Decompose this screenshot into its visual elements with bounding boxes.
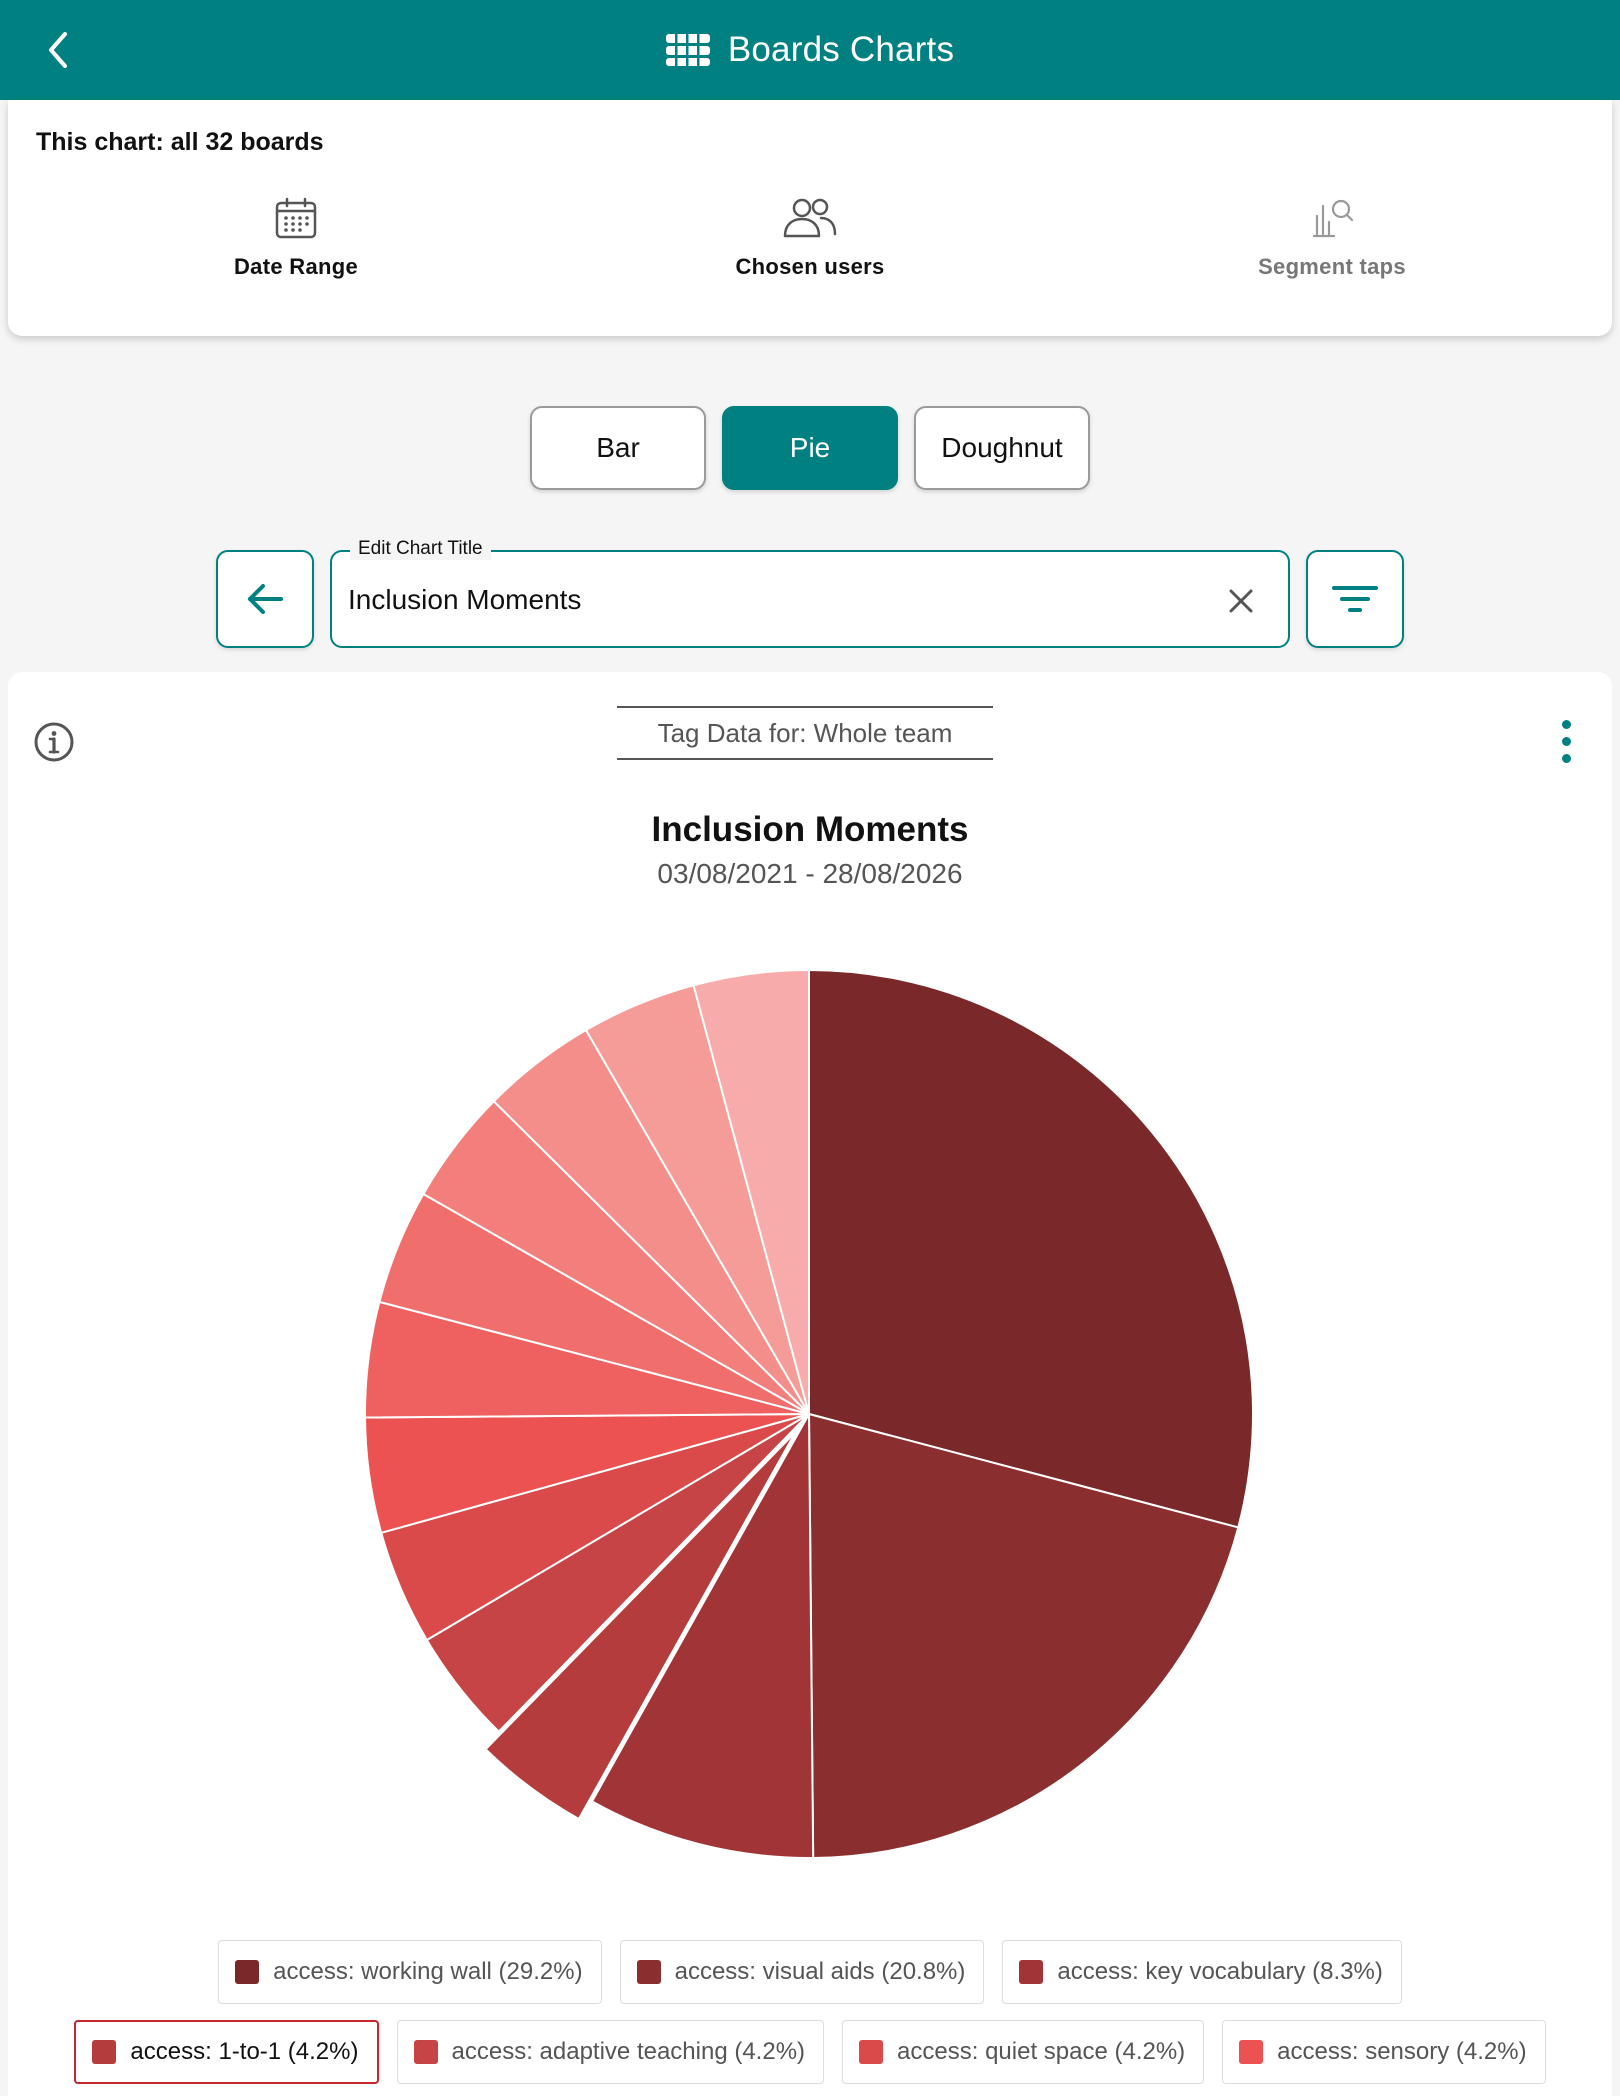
pie-slice[interactable] [808,968,1254,1529]
legend-swatch [413,2040,438,2064]
header-title-group: Boards Charts [0,0,1620,100]
legend-label: access: sensory (4.2%) [1277,2038,1527,2065]
doughnut-chart-button[interactable]: Doughnut [914,406,1090,490]
more-vertical-icon [1561,736,1571,746]
legend-label: access: 1-to-1 (4.2%) [130,2038,359,2065]
more-options-button[interactable] [1546,708,1586,774]
chart-type-selector: Bar Pie Doughnut [0,406,1620,490]
pie-chart-button[interactable]: Pie [722,406,898,490]
filter-button[interactable] [1306,550,1404,648]
legend-row: access: 1-to-1 (4.2%) access: adaptive te… [0,2020,1620,2084]
chosen-users-label: Chosen users [735,254,885,279]
segment-taps-button[interactable]: Segment taps [1182,196,1482,280]
legend-item[interactable]: access: visual aids (20.8%) [619,1940,985,2004]
chart-title-field-label: Edit Chart Title [350,538,491,560]
calendar-icon [275,197,317,239]
chart-title-input[interactable] [348,574,1208,626]
chevron-left-icon [49,32,67,68]
legend-swatch [92,2040,117,2064]
legend-item[interactable]: access: key vocabulary (8.3%) [1002,1940,1402,2004]
previous-chart-button[interactable] [216,550,314,648]
legend-item[interactable]: access: adaptive teaching (4.2%) [396,2020,825,2084]
info-icon [34,722,74,762]
close-icon [1229,589,1253,613]
legend-swatch [1239,2040,1264,2064]
legend-item[interactable]: access: 1-to-1 (4.2%) [74,2020,379,2084]
date-range-label: Date Range [233,254,359,279]
chart-filter-card: This chart: all 32 boards Date Range Cho… [8,100,1612,336]
page-title: Boards Charts [727,30,955,69]
legend-item[interactable]: access: working wall (29.2%) [218,1940,602,2004]
legend-swatch [235,1960,260,1984]
legend-item[interactable]: access: sensory (4.2%) [1222,2020,1546,2084]
legend-label: access: working wall (29.2%) [273,1958,583,1985]
boards-icon [665,34,710,66]
legend-swatch [636,1960,661,1984]
arrow-left-icon [248,584,283,614]
legend-label: access: key vocabulary (8.3%) [1057,1958,1383,1985]
info-button[interactable] [24,712,84,772]
pie-chart [364,968,1254,1859]
clear-title-button[interactable] [1216,576,1266,626]
legend-item[interactable]: access: quiet space (4.2%) [842,2020,1205,2084]
legend-swatch [1019,1960,1044,1984]
legend-label: access: adaptive teaching (4.2%) [451,2038,806,2065]
legend-swatch [859,2040,884,2064]
more-vertical-icon [1561,753,1571,763]
chart-title: Inclusion Moments [651,810,969,849]
pie-slice[interactable] [692,968,810,1415]
legend-row: access: working wall (29.2%) access: visu… [0,1940,1620,2004]
pie-slice[interactable] [807,1412,1240,1859]
tag-data-select[interactable]: Tag Data for: Whole team [617,706,993,760]
segment-taps-label: Segment taps [1258,254,1406,279]
legend-label: access: visual aids (20.8%) [674,1958,966,1985]
chart-search-icon [1312,199,1354,238]
filter-icon [1332,586,1378,612]
pie-slice[interactable] [484,1430,797,1821]
boards-summary: This chart: all 32 boards [36,128,324,156]
pie-slice[interactable] [590,1410,815,1859]
date-range-button[interactable]: Date Range [146,196,446,280]
bar-chart-button[interactable]: Bar [530,406,706,490]
back-button[interactable] [30,22,86,78]
app-header: Boards Charts [0,0,1620,100]
users-icon [783,198,837,238]
more-vertical-icon [1561,719,1571,729]
legend-label: access: quiet space (4.2%) [897,2038,1186,2065]
chart-date-range: 03/08/2021 - 28/08/2026 [657,858,963,889]
chart-title-field: Edit Chart Title [330,538,1290,648]
chosen-users-button[interactable]: Chosen users [660,196,960,280]
